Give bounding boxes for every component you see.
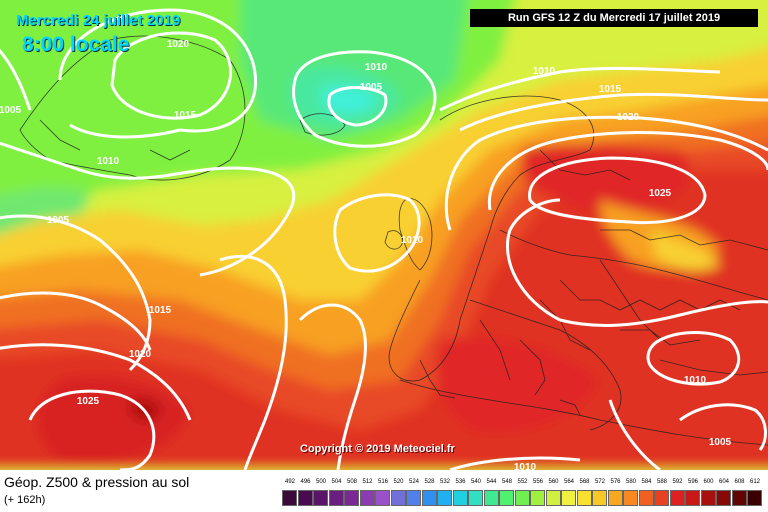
scale-swatch bbox=[328, 490, 344, 506]
isobar-label: 1005 bbox=[0, 105, 22, 116]
scale-swatch bbox=[700, 490, 716, 506]
forecast-date: Mercredi 24 juillet 2019 bbox=[16, 12, 181, 29]
isobar-label: 1020 bbox=[129, 349, 152, 360]
copyright-notice: Copyright © 2019 Meteociel.fr bbox=[300, 443, 455, 455]
legend-subtitle: (+ 162h) bbox=[4, 494, 46, 506]
scale-label: 504 bbox=[331, 479, 342, 485]
scale-swatch bbox=[685, 490, 700, 506]
scale-swatch bbox=[313, 490, 328, 506]
scale-label: 564 bbox=[563, 479, 574, 485]
scale-label: 492 bbox=[284, 479, 295, 485]
scale-label: 548 bbox=[501, 479, 512, 485]
isobars bbox=[0, 8, 768, 470]
scale-label: 608 bbox=[734, 479, 745, 485]
scale-label: 552 bbox=[517, 479, 528, 485]
scale-label: 592 bbox=[672, 479, 683, 485]
scale-swatch bbox=[452, 490, 468, 506]
scale-label: 524 bbox=[408, 479, 419, 485]
scale-label: 600 bbox=[703, 479, 714, 485]
scale-label: 520 bbox=[393, 479, 404, 485]
scale-swatch bbox=[390, 490, 406, 506]
scale-label: 612 bbox=[749, 479, 760, 485]
isobar-label: 1015 bbox=[174, 110, 197, 121]
scale-swatch bbox=[499, 490, 514, 506]
scale-label: 500 bbox=[315, 479, 326, 485]
scale-label: 568 bbox=[579, 479, 590, 485]
isobar-label: 1015 bbox=[149, 305, 172, 316]
isobar-label: 1010 bbox=[514, 462, 537, 470]
isobar-label: 1005 bbox=[47, 215, 70, 226]
model-run-banner: Run GFS 12 Z du Mercredi 17 juillet 2019 bbox=[470, 9, 758, 27]
geopotential-map: 1020 1015 1010 1005 1005 1010 1010 1015 … bbox=[0, 0, 768, 470]
scale-label: 588 bbox=[656, 479, 667, 485]
scale-swatch bbox=[576, 490, 592, 506]
scale-label: 536 bbox=[455, 479, 466, 485]
isobar-label: 1005 bbox=[360, 82, 383, 93]
scale-swatch bbox=[561, 490, 576, 506]
scale-swatch bbox=[607, 490, 623, 506]
isobar-label: 1020 bbox=[617, 112, 640, 123]
scale-swatch bbox=[297, 490, 313, 506]
legend-title: Géop. Z500 & pression au sol bbox=[4, 474, 190, 490]
scale-swatch bbox=[731, 490, 747, 506]
scale-label: 604 bbox=[718, 479, 729, 485]
scale-swatch bbox=[747, 490, 762, 506]
scale-label: 584 bbox=[641, 479, 652, 485]
color-scale bbox=[282, 490, 762, 508]
isobar-label: 1010 bbox=[97, 156, 120, 167]
scale-swatch bbox=[545, 490, 561, 506]
scale-label: 560 bbox=[548, 479, 559, 485]
scale-swatch bbox=[406, 490, 421, 506]
forecast-time: 8:00 locale bbox=[22, 33, 130, 56]
scale-swatch bbox=[669, 490, 685, 506]
isobar-label: 1010 bbox=[533, 66, 556, 77]
scale-swatch bbox=[344, 490, 359, 506]
scale-swatch bbox=[716, 490, 731, 506]
isobar-label: 1025 bbox=[649, 188, 672, 199]
color-scale-labels: 492 496 500 504 508 512 516 520 524 528 532 536 540 5… bbox=[282, 479, 762, 489]
legend-panel: Géop. Z500 & pression au sol (+ 162h) 49… bbox=[0, 470, 768, 512]
isobar-label: 1010 bbox=[365, 62, 388, 73]
scale-swatch bbox=[530, 490, 545, 506]
scale-swatch bbox=[437, 490, 452, 506]
scale-label: 544 bbox=[486, 479, 497, 485]
z500-color-field bbox=[0, 0, 768, 470]
scale-label: 576 bbox=[610, 479, 621, 485]
isobar-label: 1020 bbox=[167, 39, 190, 50]
scale-swatch bbox=[592, 490, 607, 506]
scale-swatch bbox=[282, 490, 297, 506]
scale-swatch bbox=[654, 490, 669, 506]
scale-swatch bbox=[623, 490, 638, 506]
isobar-label: 1025 bbox=[77, 396, 100, 407]
isobar-label: 1015 bbox=[599, 84, 622, 95]
coastlines bbox=[19, 35, 768, 446]
scale-swatch bbox=[359, 490, 375, 506]
scale-label: 572 bbox=[594, 479, 605, 485]
scale-swatch bbox=[638, 490, 654, 506]
scale-label: 496 bbox=[300, 479, 311, 485]
isobar-labels: 1020 1015 1010 1005 1005 1010 1010 1015 … bbox=[0, 39, 732, 470]
isobar-label: 1010 bbox=[401, 235, 424, 246]
isobar-label: 1005 bbox=[709, 437, 732, 448]
scale-swatch bbox=[514, 490, 530, 506]
scale-label: 516 bbox=[377, 479, 388, 485]
scale-label: 556 bbox=[532, 479, 543, 485]
scale-swatch bbox=[375, 490, 390, 506]
scale-label: 596 bbox=[687, 479, 698, 485]
scale-label: 508 bbox=[346, 479, 357, 485]
scale-label: 580 bbox=[625, 479, 636, 485]
scale-swatch bbox=[468, 490, 483, 506]
scale-label: 532 bbox=[439, 479, 450, 485]
scale-label: 512 bbox=[362, 479, 373, 485]
scale-swatch bbox=[483, 490, 499, 506]
scale-swatch bbox=[421, 490, 437, 506]
scale-label: 540 bbox=[470, 479, 481, 485]
scale-label: 528 bbox=[424, 479, 435, 485]
isobar-label: 1010 bbox=[684, 375, 707, 386]
